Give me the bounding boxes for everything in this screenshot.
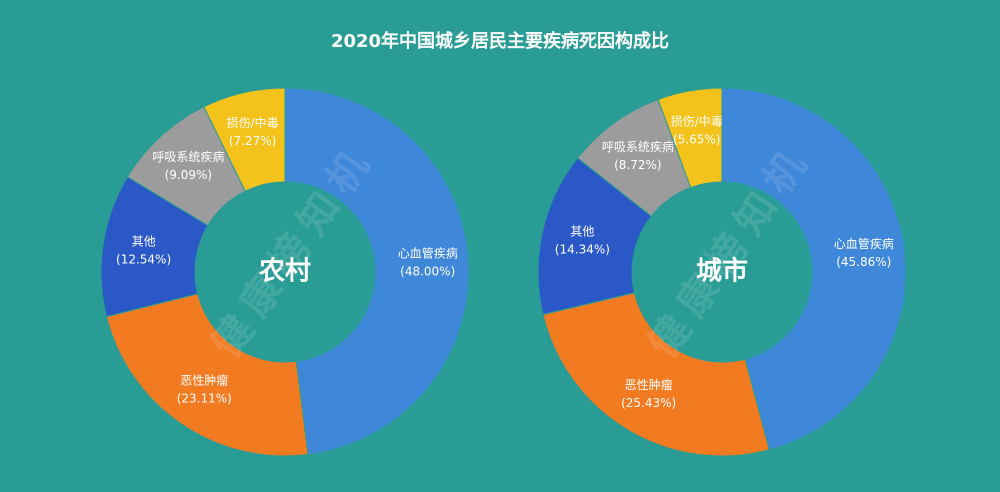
slice-value-label: (14.34%) [555,243,610,257]
slice-label: 其他 [132,234,156,248]
slice-label: 呼吸系统疾病 [152,149,224,164]
slice-label: 损伤/中毒 [671,114,723,129]
donut-slice [203,87,286,192]
center-label: 农村 [258,257,311,287]
donut-slice [105,293,309,457]
donut-slice [657,87,723,189]
slice-value-label: (5.65%) [673,133,720,147]
center-label: 城市 [696,256,748,287]
donut-slice [284,87,470,456]
slice-value-label: (7.27%) [229,134,276,148]
slice-value-label: (25.43%) [621,396,676,410]
slice-label: 恶性肿瘤 [625,377,673,392]
chart-title: 2020年中国城乡居民主要疾病死因构成比 [331,30,669,52]
slice-value-label: (8.72%) [614,158,661,172]
slice-label: 恶性肿瘤 [180,373,228,388]
slice-label: 呼吸系统疾病 [602,139,674,154]
slice-value-label: (9.09%) [165,168,212,182]
slice-label: 心血管疾病 [398,245,458,260]
slice-label: 心血管疾病 [834,236,894,251]
slice-value-label: (12.54%) [116,252,171,266]
donut-slice [542,292,770,457]
slice-value-label: (48.00%) [400,264,455,278]
slice-value-label: (23.11%) [177,392,232,406]
slice-label: 其他 [570,225,594,239]
slice-label: 损伤/中毒 [227,115,279,130]
slice-value-label: (45.86%) [836,255,891,269]
donut-slice [721,87,907,451]
